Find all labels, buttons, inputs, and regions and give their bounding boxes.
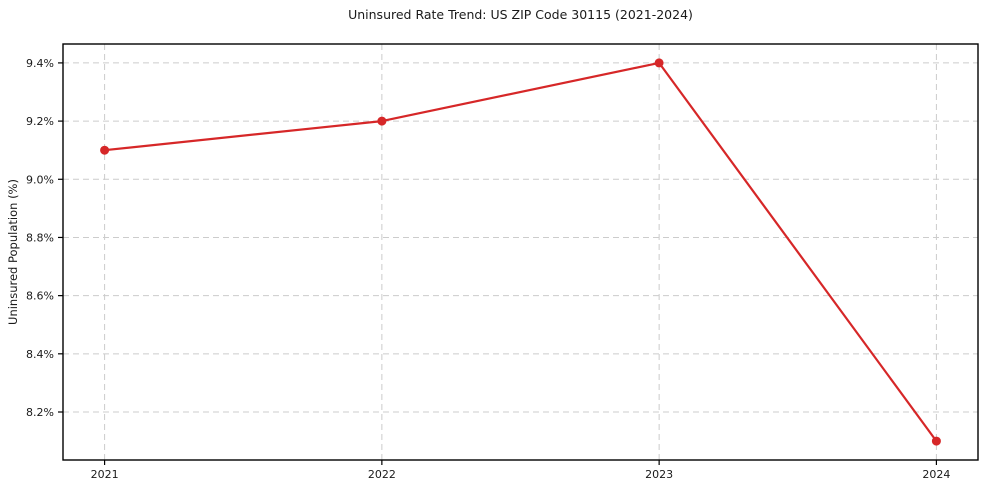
x-tick-label: 2021 — [91, 468, 119, 481]
data-point-marker — [377, 116, 387, 126]
y-tick-label: 8.2% — [26, 406, 54, 419]
y-tick-label: 9.2% — [26, 115, 54, 128]
plot-border — [62, 43, 979, 461]
y-axis-label: Uninsured Population (%) — [6, 179, 20, 325]
x-tick-label: 2024 — [922, 468, 950, 481]
x-tick-label: 2022 — [368, 468, 396, 481]
trend-line — [103, 61, 938, 443]
y-tick-label: 9.0% — [26, 173, 54, 186]
data-point-marker — [931, 436, 941, 446]
chart-title: Uninsured Rate Trend: US ZIP Code 30115 … — [348, 7, 693, 22]
y-tick-label: 9.4% — [26, 57, 54, 70]
data-point-marker — [100, 145, 110, 155]
data-point-marker — [654, 58, 664, 68]
y-tick-label: 8.8% — [26, 231, 54, 244]
x-tick-label: 2023 — [645, 468, 673, 481]
y-tick-label: 8.4% — [26, 348, 54, 361]
y-tick-label: 8.6% — [26, 290, 54, 303]
